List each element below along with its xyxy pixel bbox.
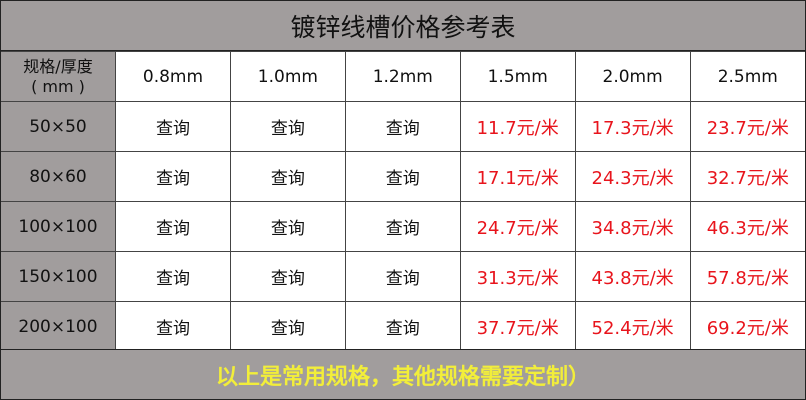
thickness-header: 2.0mm [574,51,691,102]
inquiry-cell: 查询 [229,101,346,152]
thickness-header: 2.5mm [689,51,805,102]
inquiry-cell: 查询 [229,251,346,302]
price-cell: 23.7元/米 [689,101,805,152]
table-title: 镀锌线槽价格参考表 [1,1,805,51]
price-cell: 52.4元/米 [574,301,691,352]
inquiry-cell: 查询 [229,151,346,202]
price-cell: 11.7元/米 [459,101,576,152]
inquiry-cell: 查询 [229,201,346,252]
inquiry-cell: 查询 [115,201,231,252]
price-cell: 32.7元/米 [689,151,805,202]
price-cell: 46.3元/米 [689,201,805,252]
inquiry-cell: 查询 [115,251,231,302]
corner-label: 规格/厚度 [23,56,93,76]
spec-cell: 80×60 [1,151,116,202]
spec-cell: 50×50 [1,101,116,152]
thickness-header: 0.8mm [115,51,231,102]
price-table: 规格/厚度( mm ) 0.8mm 1.0mm 1.2mm 1.5mm 2.0m… [1,51,805,352]
table-row: 50×50 查询 查询 查询 11.7元/米 17.3元/米 23.7元/米 [1,101,805,152]
price-cell: 31.3元/米 [459,251,576,302]
inquiry-cell: 查询 [229,301,346,352]
footer-note: 以上是常用规格，其他规格需要定制） [1,349,805,399]
inquiry-cell: 查询 [115,151,231,202]
price-cell: 24.7元/米 [459,201,576,252]
corner-unit: ( mm ) [31,76,85,96]
spec-cell: 200×100 [1,301,116,352]
inquiry-cell: 查询 [344,151,461,202]
thickness-header: 1.5mm [459,51,576,102]
thickness-header: 1.0mm [229,51,346,102]
inquiry-cell: 查询 [344,301,461,352]
header-row: 规格/厚度( mm ) 0.8mm 1.0mm 1.2mm 1.5mm 2.0m… [1,51,805,102]
price-cell: 34.8元/米 [574,201,691,252]
spec-cell: 150×100 [1,251,116,302]
inquiry-cell: 查询 [344,251,461,302]
inquiry-cell: 查询 [344,201,461,252]
table-row: 80×60 查询 查询 查询 17.1元/米 24.3元/米 32.7元/米 [1,151,805,202]
thickness-header: 1.2mm [344,51,461,102]
table-row: 100×100 查询 查询 查询 24.7元/米 34.8元/米 46.3元/米 [1,201,805,252]
price-cell: 17.1元/米 [459,151,576,202]
inquiry-cell: 查询 [115,301,231,352]
price-cell: 57.8元/米 [689,251,805,302]
table-row: 150×100 查询 查询 查询 31.3元/米 43.8元/米 57.8元/米 [1,251,805,302]
price-cell: 37.7元/米 [459,301,576,352]
price-cell: 17.3元/米 [574,101,691,152]
spec-cell: 100×100 [1,201,116,252]
price-cell: 43.8元/米 [574,251,691,302]
inquiry-cell: 查询 [344,101,461,152]
price-cell: 24.3元/米 [574,151,691,202]
table-row: 200×100 查询 查询 查询 37.7元/米 52.4元/米 69.2元/米 [1,301,805,352]
corner-header: 规格/厚度( mm ) [1,51,116,102]
price-cell: 69.2元/米 [689,301,805,352]
inquiry-cell: 查询 [115,101,231,152]
